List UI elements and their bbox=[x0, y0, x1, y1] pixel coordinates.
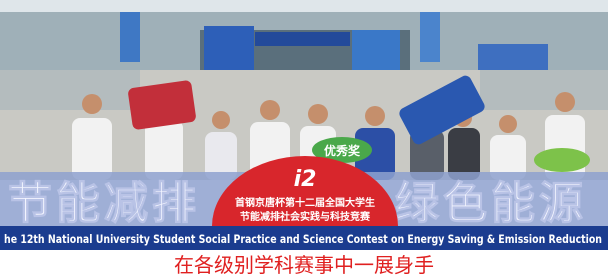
logo-line: 首钢京唐杯第十二届全国大学生 bbox=[235, 196, 375, 209]
flag bbox=[120, 12, 140, 62]
sign-board bbox=[255, 32, 350, 46]
caption: 在各级别学科赛事中一展身手 bbox=[174, 253, 434, 277]
held-sign bbox=[127, 80, 196, 130]
english-text: he 12th National University Student Soci… bbox=[4, 233, 602, 246]
award-text: 优秀奖 bbox=[324, 143, 361, 158]
wall bbox=[480, 70, 608, 110]
photo: 优秀奖 节能减排 绿色能源 i2 首钢京唐杯第十二届全国大学生 节能减排社会实践… bbox=[0, 0, 608, 278]
logo-mark: i2 bbox=[294, 167, 317, 192]
slogan-left: 节能减排 bbox=[8, 178, 200, 229]
held-sign bbox=[534, 148, 590, 172]
slogan-right: 绿色能源 bbox=[395, 178, 587, 229]
flag bbox=[420, 12, 440, 62]
board bbox=[478, 44, 548, 70]
logo-line: 节能减排社会实践与科技竞赛 bbox=[240, 210, 371, 223]
wall bbox=[0, 70, 140, 110]
